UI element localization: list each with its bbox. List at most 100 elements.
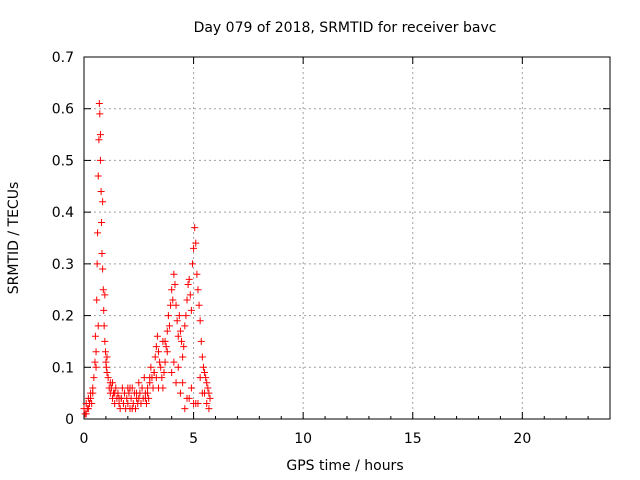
data-point bbox=[152, 343, 160, 351]
data-points bbox=[80, 100, 214, 418]
data-point bbox=[181, 405, 189, 413]
data-point bbox=[175, 312, 183, 320]
x-tick-label: 10 bbox=[294, 431, 312, 447]
data-point bbox=[99, 286, 107, 294]
data-point bbox=[104, 374, 112, 382]
data-point bbox=[180, 343, 188, 351]
data-point bbox=[89, 389, 97, 397]
data-point bbox=[150, 368, 158, 376]
data-point bbox=[178, 337, 186, 345]
data-point bbox=[92, 348, 100, 356]
data-point bbox=[179, 379, 187, 387]
x-tick-label: 5 bbox=[189, 431, 198, 447]
data-point bbox=[82, 410, 90, 418]
y-axis-label: SRMTID / TECUs bbox=[6, 182, 22, 295]
data-point bbox=[174, 332, 182, 340]
data-point bbox=[172, 379, 180, 387]
data-point bbox=[151, 353, 159, 361]
data-point bbox=[133, 389, 141, 397]
data-point bbox=[152, 374, 160, 382]
data-point bbox=[155, 348, 163, 356]
data-point bbox=[191, 224, 199, 232]
data-point bbox=[161, 337, 169, 345]
y-tick-label: 0.4 bbox=[52, 205, 74, 221]
data-point bbox=[163, 348, 171, 356]
data-point bbox=[184, 281, 192, 289]
data-point bbox=[93, 260, 101, 268]
data-point bbox=[196, 374, 204, 382]
data-point bbox=[201, 368, 209, 376]
data-point bbox=[96, 131, 104, 139]
data-point bbox=[185, 275, 193, 283]
data-point bbox=[108, 379, 116, 387]
data-point bbox=[161, 358, 169, 366]
data-point bbox=[187, 384, 195, 392]
data-point bbox=[96, 156, 104, 164]
data-point bbox=[117, 394, 125, 402]
data-point bbox=[84, 405, 92, 413]
data-point bbox=[183, 296, 191, 304]
data-point bbox=[99, 198, 107, 206]
data-point bbox=[101, 337, 109, 345]
data-point bbox=[205, 405, 213, 413]
data-point bbox=[201, 389, 209, 397]
data-point bbox=[203, 379, 211, 387]
data-point bbox=[103, 368, 111, 376]
data-point bbox=[101, 348, 109, 356]
data-point bbox=[170, 270, 178, 278]
chart-title: Day 079 of 2018, SRMTID for receiver bav… bbox=[194, 20, 497, 36]
data-point bbox=[170, 358, 178, 366]
data-point bbox=[174, 363, 182, 371]
data-point bbox=[88, 399, 96, 407]
data-point bbox=[92, 363, 100, 371]
data-point bbox=[90, 374, 98, 382]
data-point bbox=[188, 260, 196, 268]
axis-ticks: 0 0.1 0.2 0.3 0.4 0.5 0.6 0.7 0 5 10 15 20 bbox=[52, 50, 610, 447]
data-point bbox=[128, 405, 136, 413]
data-point bbox=[141, 394, 149, 402]
data-point bbox=[95, 100, 103, 108]
data-point bbox=[94, 172, 102, 180]
data-point bbox=[193, 270, 201, 278]
data-point bbox=[99, 265, 107, 273]
data-point bbox=[98, 250, 106, 258]
data-point bbox=[199, 363, 207, 371]
data-point bbox=[182, 312, 190, 320]
data-point bbox=[192, 239, 200, 247]
data-point bbox=[146, 374, 154, 382]
data-point bbox=[165, 322, 173, 330]
data-point bbox=[176, 327, 184, 335]
data-point bbox=[144, 389, 152, 397]
data-point bbox=[163, 327, 171, 335]
data-point bbox=[183, 394, 191, 402]
data-point bbox=[197, 337, 205, 345]
data-point bbox=[126, 384, 134, 392]
data-point bbox=[160, 368, 168, 376]
y-tick-label: 0.1 bbox=[52, 360, 74, 376]
grid-lines bbox=[84, 57, 610, 419]
data-point bbox=[98, 218, 106, 226]
data-point bbox=[97, 187, 105, 195]
data-point bbox=[195, 301, 203, 309]
data-point bbox=[194, 286, 202, 294]
y-tick-label: 0.5 bbox=[52, 153, 74, 169]
data-point bbox=[101, 291, 109, 299]
data-point bbox=[173, 317, 181, 325]
data-point bbox=[87, 394, 95, 402]
data-point bbox=[147, 363, 155, 371]
data-point bbox=[157, 363, 165, 371]
data-point bbox=[204, 384, 212, 392]
y-tick-label: 0.7 bbox=[52, 50, 74, 66]
data-point bbox=[96, 110, 104, 118]
y-tick-label: 0.3 bbox=[52, 257, 74, 273]
y-tick-label: 0.6 bbox=[52, 102, 74, 118]
data-point bbox=[171, 281, 179, 289]
data-point bbox=[100, 306, 108, 314]
data-point bbox=[162, 343, 170, 351]
data-point bbox=[187, 306, 195, 314]
x-tick-label: 0 bbox=[80, 431, 89, 447]
data-point bbox=[94, 322, 102, 330]
data-point bbox=[91, 332, 99, 340]
data-point bbox=[102, 363, 110, 371]
